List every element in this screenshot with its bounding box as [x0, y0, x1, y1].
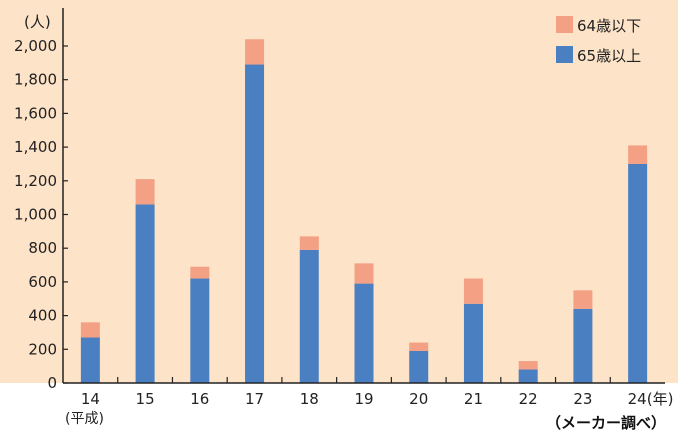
y-tick-label: 1,000 [14, 206, 57, 224]
y-tick-label: 200 [28, 340, 57, 358]
y-tick-label: 1,800 [14, 71, 57, 89]
x-tick-label: 17 [245, 390, 264, 408]
bar-65-over [409, 351, 428, 383]
bar-65-over [245, 65, 264, 383]
x-tick-label: 20 [409, 390, 428, 408]
bar-64-under [355, 263, 374, 283]
x-tick-label: 14 [81, 390, 100, 408]
bar-64-under [300, 236, 319, 249]
bar-65-over [573, 309, 592, 383]
x-tick-label: 24(年) [628, 390, 674, 408]
bar-64-under [190, 267, 209, 279]
bar-65-over [628, 164, 647, 383]
bar-64-under [573, 290, 592, 309]
legend-label-65-over: 65歳以上 [577, 47, 641, 65]
bar-65-over [190, 279, 209, 383]
source-note: （メーカー調べ） [546, 414, 666, 432]
y-tick-label: 1,600 [14, 104, 57, 122]
x-tick-label: 15 [136, 390, 155, 408]
bar-64-under [519, 361, 538, 369]
x-era-label: (平成) [65, 411, 104, 427]
x-tick-label: 23 [573, 390, 592, 408]
bar-64-under [81, 322, 100, 337]
bar-65-over [464, 304, 483, 383]
y-tick-label: 600 [28, 273, 57, 291]
y-tick-label: 1,200 [14, 172, 57, 190]
y-tick-label: 1,400 [14, 138, 57, 156]
legend-label-64-under: 64歳以下 [577, 17, 641, 35]
y-tick-label: 0 [47, 374, 57, 392]
bar-65-over [81, 338, 100, 383]
legend-swatch-64-under [556, 16, 573, 33]
y-unit-label: (人) [24, 13, 51, 31]
bar-65-over [519, 370, 538, 383]
bar-65-over [136, 204, 155, 383]
legend-swatch-65-over [556, 46, 573, 63]
x-tick-label: 21 [464, 390, 483, 408]
x-tick-label: 16 [190, 390, 209, 408]
y-tick-label: 400 [28, 307, 57, 325]
bar-64-under [628, 145, 647, 164]
x-tick-label: 22 [519, 390, 538, 408]
bar-64-under [464, 279, 483, 304]
bar-64-under [245, 39, 264, 64]
x-tick-label: 19 [354, 390, 373, 408]
bar-64-under [409, 343, 428, 351]
bar-65-over [355, 284, 374, 383]
y-tick-label: 800 [28, 239, 57, 257]
x-tick-label: 18 [300, 390, 319, 408]
y-tick-label: 2,000 [14, 37, 57, 55]
bar-65-over [300, 250, 319, 383]
bar-64-under [136, 179, 155, 204]
